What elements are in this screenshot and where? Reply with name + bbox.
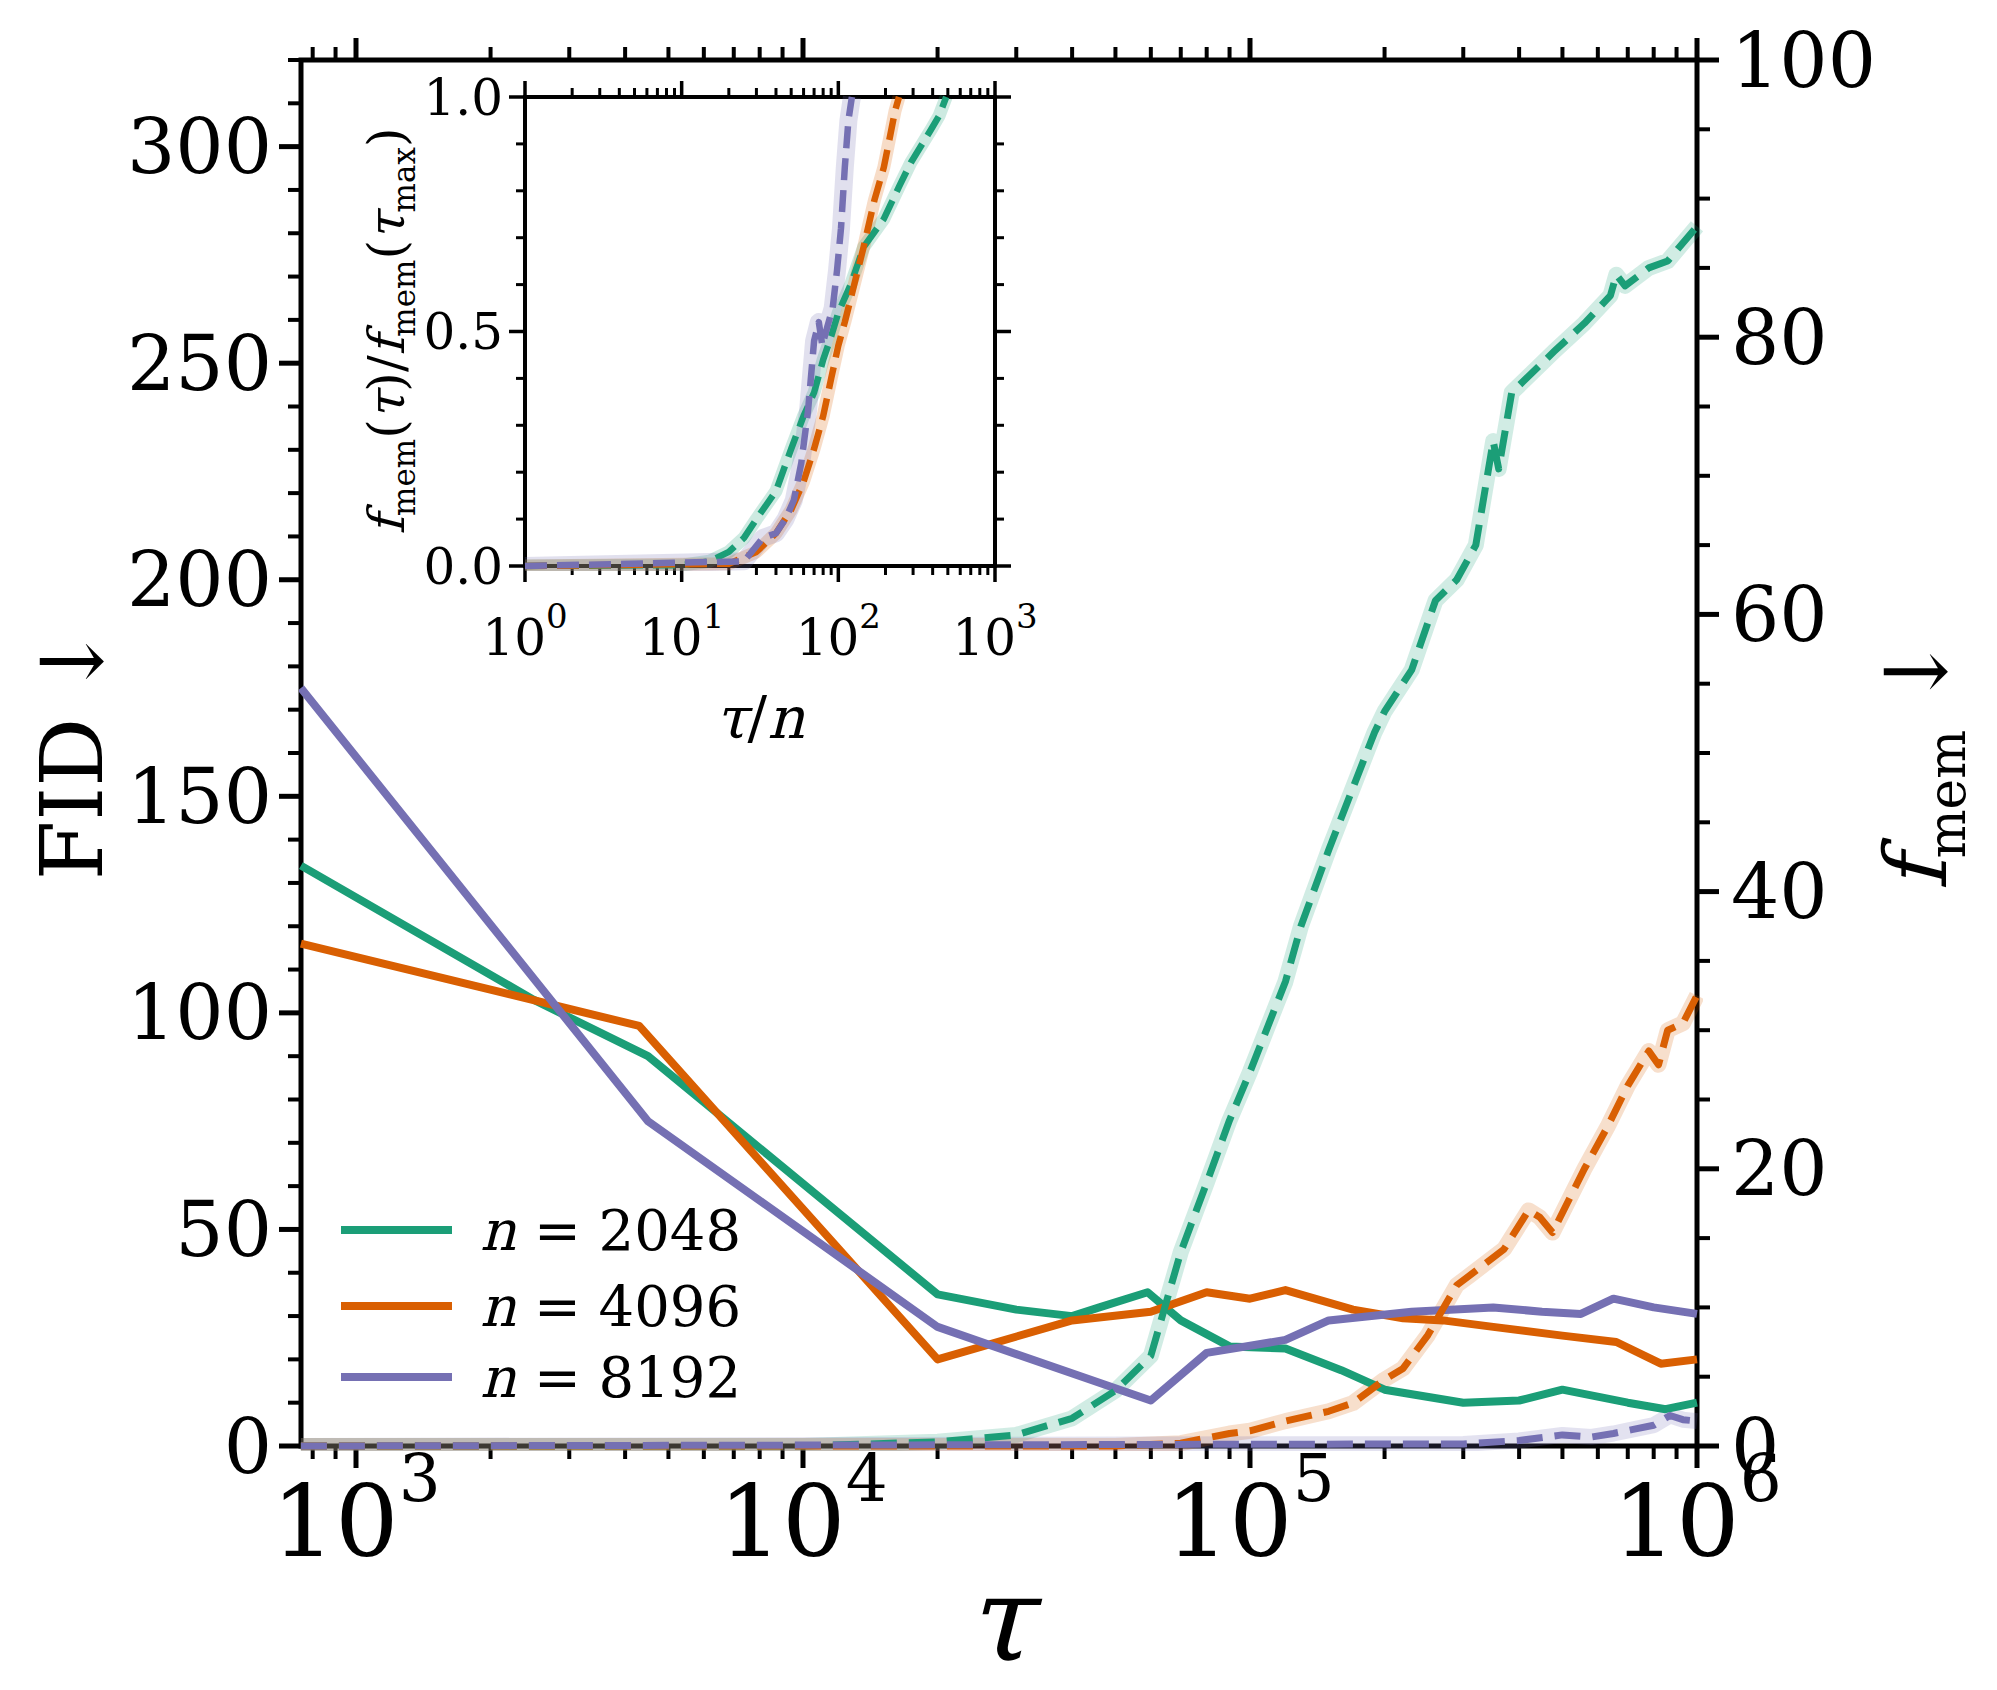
y-tick-label-right: 60 (1731, 570, 1828, 659)
inset-y-tick-label: 1.0 (423, 69, 503, 127)
figure: 103104105106τ050100150200250300FID↓02040… (0, 0, 1997, 1690)
legend: n = 2048 n = 4096n = 8192 (341, 1198, 741, 1410)
y-tick-label-left: 50 (175, 1185, 272, 1274)
inset-x-axis-label: τ/n (716, 684, 806, 752)
y-tick-label-right: 100 (1731, 16, 1876, 105)
y-tick-label-right: 0 (1731, 1402, 1779, 1491)
y-tick-label-right: 80 (1731, 293, 1828, 382)
y-tick-label-left: 200 (127, 535, 272, 624)
y-axis-label-left: FID↓ (22, 626, 122, 881)
y-tick-label-left: 150 (127, 752, 272, 841)
legend-label: n = 4096 (480, 1274, 741, 1339)
inset-y-tick-label: 0.0 (423, 538, 503, 596)
legend-label: n = 8192 (480, 1345, 741, 1410)
y-tick-label-right: 40 (1731, 847, 1828, 936)
y-tick-label-left: 0 (224, 1402, 272, 1491)
legend-label: n = 2048 (480, 1198, 741, 1263)
y-tick-label-right: 20 (1731, 1124, 1828, 1213)
inset-y-tick-label: 0.5 (423, 303, 503, 361)
chart-svg: 103104105106τ050100150200250300FID↓02040… (0, 0, 1997, 1690)
y-tick-label-left: 250 (127, 319, 272, 408)
y-tick-label-left: 300 (127, 102, 272, 191)
y-tick-label-left: 100 (127, 968, 272, 1057)
